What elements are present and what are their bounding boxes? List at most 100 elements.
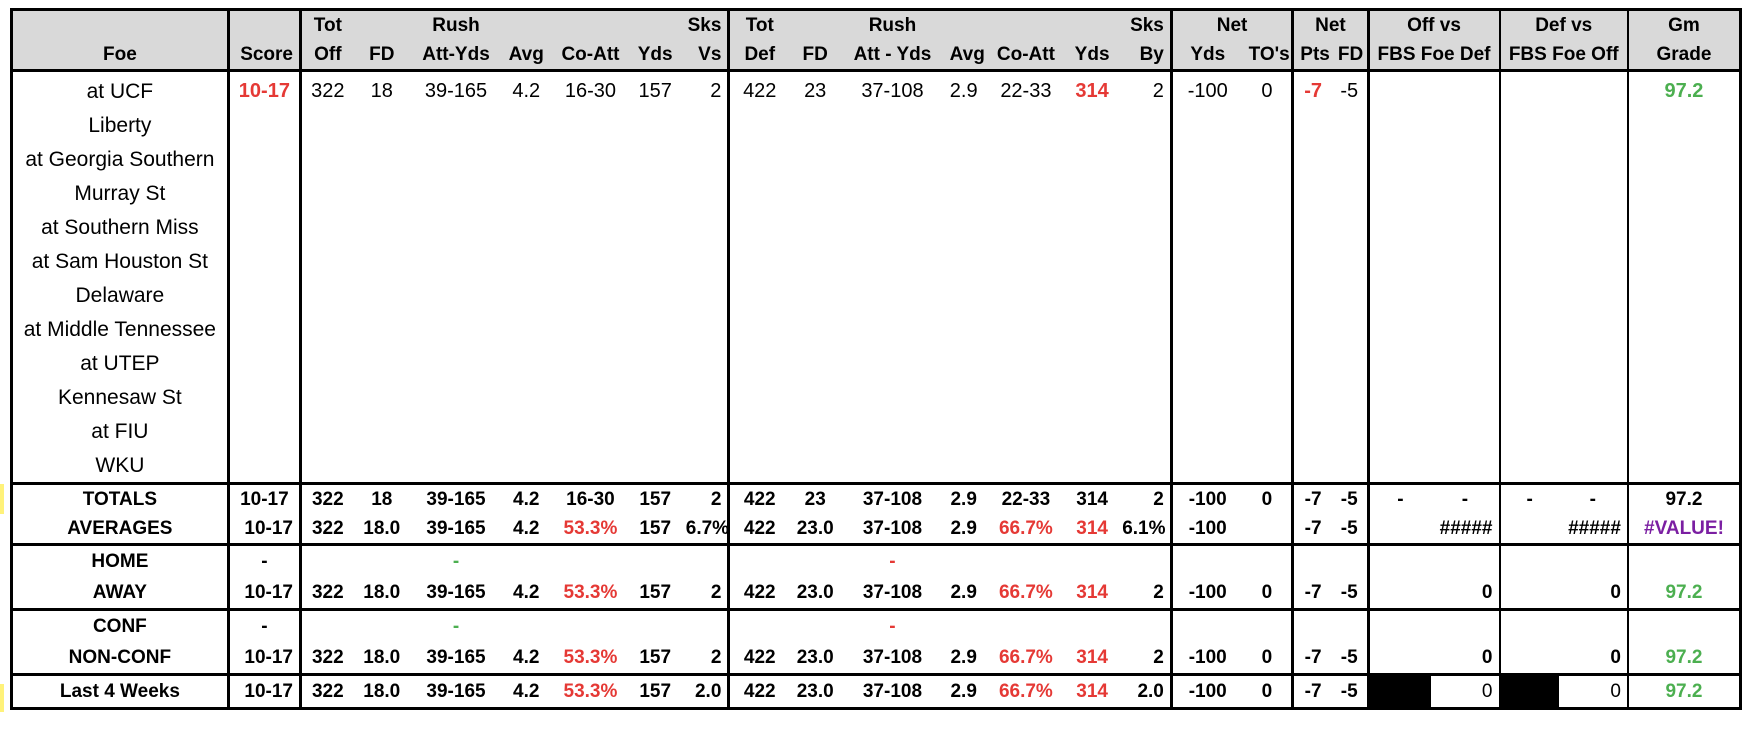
stat-cell: [1331, 543, 1369, 577]
averages-row: AVERAGES 10-17 322 18.0 39-165 4.2 53.3% 157 6.7…: [12, 514, 1741, 545]
foe-name: WKU: [95, 453, 145, 477]
stat-cell: [1116, 608, 1172, 642]
stat-cell: [1291, 176, 1332, 210]
stat-cell: 2.9: [950, 518, 977, 539]
stat-cell: -: [1498, 482, 1559, 514]
stat-cell: 66.7%: [998, 518, 1053, 539]
stat-cell: [1332, 244, 1368, 278]
stat-cell: [1116, 210, 1171, 244]
stat-cell: [841, 142, 943, 176]
stat-cell: [1169, 543, 1243, 577]
stat-cell: [1626, 176, 1741, 210]
stat-cell: 16-30: [564, 80, 617, 102]
stat-cell: [1332, 448, 1368, 484]
stat-cell: 39-165: [426, 647, 486, 668]
header-cell: Att-Yds: [409, 40, 503, 72]
stat-cell: [1068, 210, 1116, 244]
stat-cell: [550, 244, 630, 278]
stat-cell: 39-165: [426, 582, 486, 603]
foe-name: Liberty: [88, 113, 152, 137]
stat-cell: [1169, 176, 1243, 210]
header-cell: Score: [226, 40, 301, 72]
stat-cell: 314: [1076, 582, 1108, 603]
stat-cell: [298, 414, 354, 448]
stat-cell: 53.3%: [563, 647, 618, 668]
totals-row: TOTALS 10-17 322 18 39-165 4.2 16-30 157 2 422 23 3…: [11, 482, 1741, 514]
header-cell: [1068, 9, 1117, 40]
stat-cell: 66.7%: [998, 582, 1053, 603]
stat-cell: [1498, 673, 1559, 709]
stat-cell: 2.9: [943, 673, 984, 709]
stat-cell: 18: [370, 80, 393, 102]
stat-cell: [679, 608, 729, 642]
stat-cell: [1366, 448, 1432, 484]
off-vs-fbs-cell: 0: [1481, 582, 1493, 603]
stat-cell: [1366, 312, 1432, 346]
header-cell: [226, 9, 301, 40]
stat-cell: 18.0: [363, 518, 401, 539]
stat-cell: 6.1%: [1122, 518, 1166, 539]
stat-cell: [631, 210, 680, 244]
stat-cell: -: [409, 608, 503, 642]
stat-cell: [984, 414, 1068, 448]
stat-cell: [789, 244, 841, 278]
stat-cell: [984, 176, 1068, 210]
stat-cell: [944, 346, 984, 380]
stat-cell: [984, 142, 1068, 176]
header-cell: Co-Att: [550, 40, 631, 72]
stat-cell: [1291, 108, 1332, 142]
stat-cell: 157: [639, 582, 672, 603]
header-cell: Avg: [502, 40, 551, 72]
row-label: AWAY: [92, 582, 147, 603]
stat-cell: [354, 210, 410, 244]
stat-cell: [1626, 608, 1741, 642]
row-label: Last 4 Weeks: [11, 673, 229, 709]
stat-cell: [1366, 673, 1432, 709]
foe-name: Kennesaw St: [58, 385, 182, 409]
stat-cell: [226, 312, 301, 346]
stat-cell: [1498, 448, 1559, 484]
header-cell: [502, 9, 551, 40]
stat-cell: [1068, 380, 1116, 414]
stat-cell: -5: [1340, 582, 1358, 603]
stat-cell: [226, 448, 301, 484]
stat-cell: -100: [1169, 673, 1243, 709]
stat-cell: [944, 448, 984, 484]
stat-cell: [1169, 244, 1243, 278]
stat-cell: [1116, 543, 1172, 577]
selection-marker: [0, 684, 4, 712]
stat-cell: [841, 414, 943, 448]
stat-cell: [1291, 608, 1332, 642]
stat-cell: [1366, 278, 1432, 312]
stat-cell: [1366, 346, 1432, 380]
stat-cell: 37-108: [861, 80, 924, 102]
stat-cell: [1243, 210, 1293, 244]
stat-cell: [226, 278, 301, 312]
stat-cell: [1291, 543, 1332, 577]
stat-cell: [1332, 380, 1368, 414]
stat-cell: 0: [1261, 80, 1273, 102]
stat-cell: [353, 543, 410, 577]
foe-name: Murray St: [74, 181, 166, 205]
last4-row: Last 4 Weeks 10-17 322 18.0 39-165 4.2 53.3% 15…: [11, 673, 1741, 709]
stat-cell: -5: [1340, 80, 1359, 102]
stat-cell: [1169, 210, 1243, 244]
stat-cell: [1068, 346, 1116, 380]
stat-cell: [1431, 176, 1499, 210]
stat-cell: [680, 346, 729, 380]
stat-cell: [680, 176, 729, 210]
stat-cell: [1068, 142, 1116, 176]
stat-cell: [1169, 414, 1243, 448]
stat-cell: 422: [727, 70, 790, 108]
foe-name: at Southern Miss: [41, 215, 199, 239]
stat-cell: [1498, 380, 1559, 414]
stat-cell: [1068, 176, 1116, 210]
stat-cell: 37-108: [862, 518, 923, 539]
stat-cell: [298, 312, 354, 346]
stat-cell: 422: [727, 673, 790, 709]
stat-cell: [983, 608, 1069, 642]
stat-cell: [1116, 346, 1171, 380]
stat-cell: [1243, 142, 1293, 176]
stat-cell: [410, 414, 502, 448]
stat-cell: [298, 278, 354, 312]
